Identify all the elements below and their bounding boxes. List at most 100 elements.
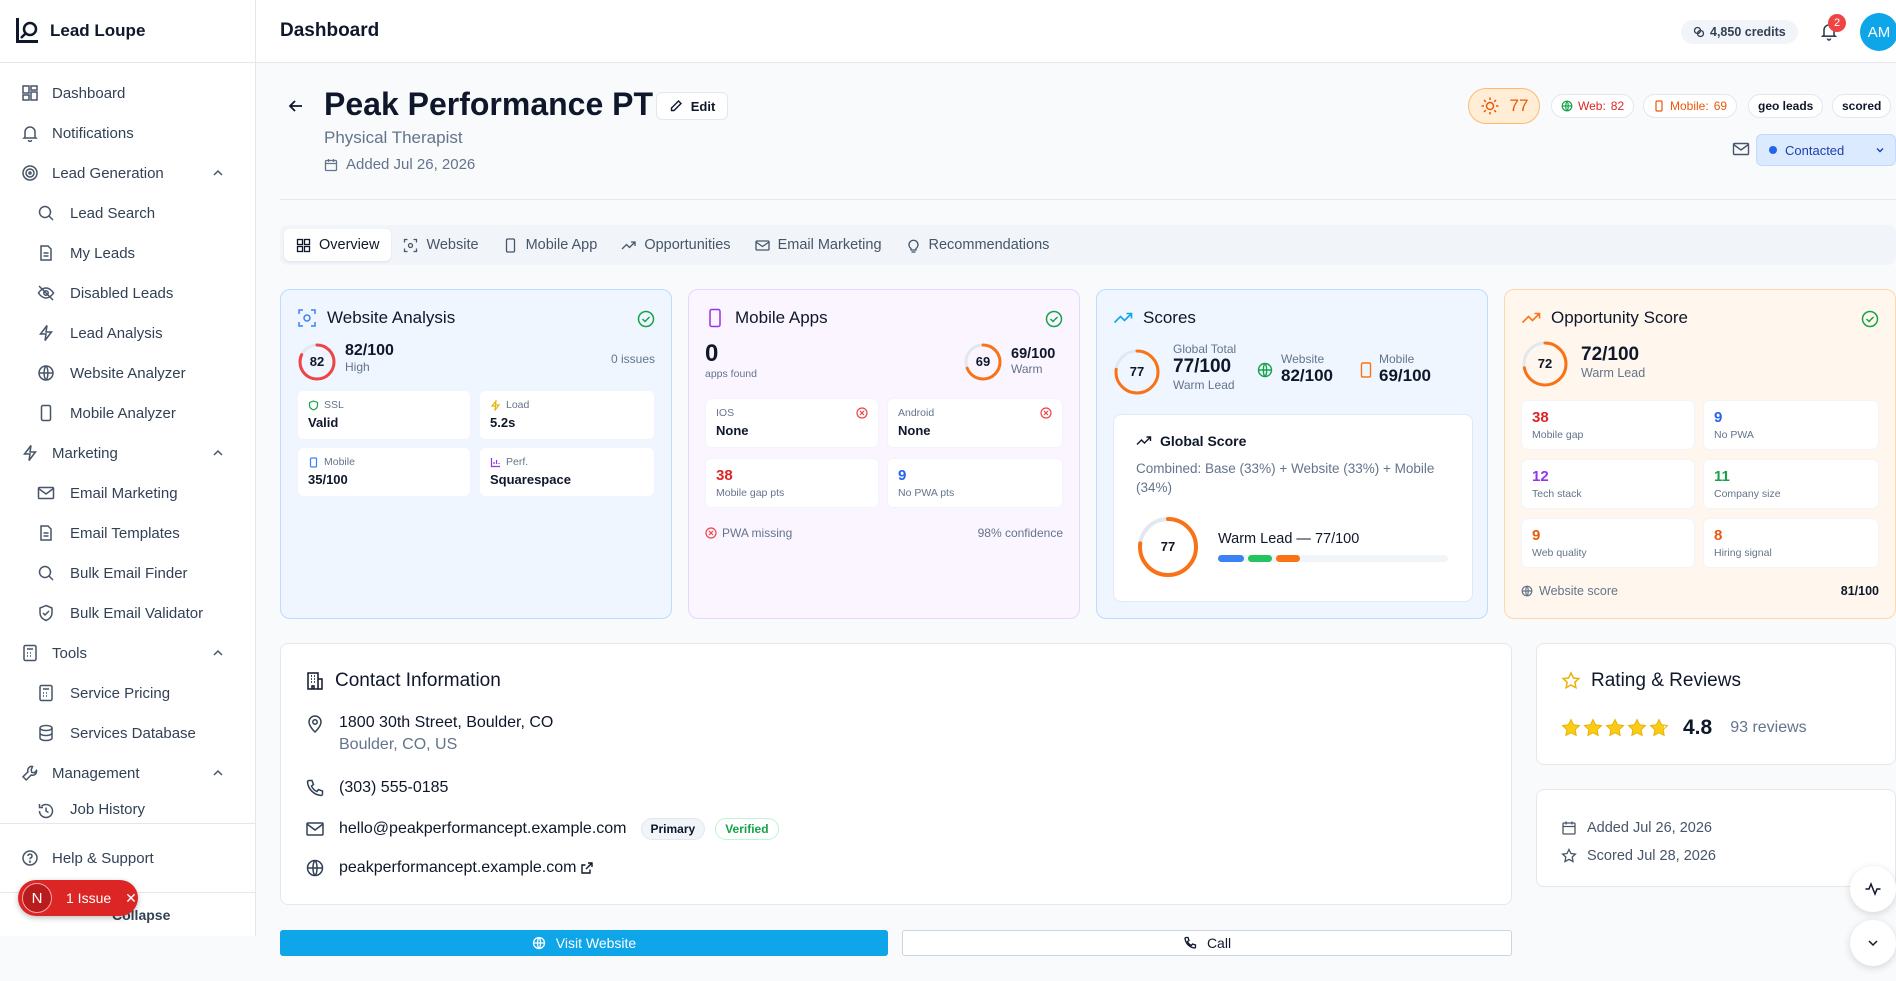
check-circle-icon <box>1045 310 1063 328</box>
smartphone-icon <box>1655 100 1663 112</box>
website-score-text-group: 82/100 High <box>345 342 394 374</box>
bell-icon <box>20 123 40 143</box>
card-header: Mobile Apps <box>705 308 1063 328</box>
user-avatar[interactable]: AM <box>1860 13 1896 51</box>
tab-label: Opportunities <box>644 237 731 253</box>
stat-label: No PWA pts <box>898 487 955 499</box>
sidebar-item-dashboard[interactable]: Dashboard <box>0 73 255 113</box>
trending-up-icon <box>1521 312 1541 324</box>
sidebar-item-email-marketing[interactable]: Email Marketing <box>0 473 255 513</box>
contact-phone[interactable]: (303) 555-0185 <box>305 778 448 798</box>
mail-icon <box>306 822 324 836</box>
mobile-score-tag: Mobile: 69 <box>1643 94 1738 118</box>
sidebar-item-label: Bulk Email Finder <box>70 564 188 582</box>
sidebar-item-disabled-leads[interactable]: Disabled Leads <box>0 273 255 313</box>
sidebar-item-services-database[interactable]: Services Database <box>0 713 255 753</box>
stat-value: 38 <box>1532 409 1549 426</box>
tab-mobile-app[interactable]: Mobile App <box>491 229 610 261</box>
sidebar-item-service-pricing[interactable]: Service Pricing <box>0 673 255 713</box>
issue-badge[interactable]: N 1 Issue ✕ <box>18 880 138 916</box>
opportunity-score-group: 72/100 Warm Lead <box>1581 344 1645 380</box>
contact-website[interactable]: peakperformancept.example.com <box>305 858 594 878</box>
opp-stat-no-pwa: 9 No PWA <box>1703 400 1879 450</box>
chevron-up-icon[interactable] <box>211 166 225 180</box>
sidebar-item-label: Management <box>52 764 140 782</box>
email-address: hello@peakperformancept.example.com <box>339 820 627 837</box>
sidebar-nav: Dashboard Notifications Lead Generation … <box>0 63 255 821</box>
mail-icon[interactable] <box>1732 140 1750 158</box>
mail-icon <box>36 483 56 503</box>
sidebar-item-notifications[interactable]: Notifications <box>0 113 255 153</box>
website-score-value: 81/100 <box>1840 584 1879 598</box>
sidebar-item-lead-search[interactable]: Lead Search <box>0 193 255 233</box>
sidebar-item-email-templates[interactable]: Email Templates <box>0 513 255 553</box>
stat-value: 12 <box>1532 468 1549 485</box>
sidebar-item-marketing[interactable]: Marketing <box>0 433 255 473</box>
tab-email-marketing[interactable]: Email Marketing <box>743 229 894 261</box>
sidebar-item-lead-analysis[interactable]: Lead Analysis <box>0 313 255 353</box>
tab-recommendations[interactable]: Recommendations <box>894 229 1062 261</box>
global-total-label: Global Total <box>1173 342 1237 356</box>
external-link-icon[interactable] <box>580 861 594 875</box>
tab-website[interactable]: Website <box>391 229 490 261</box>
email-verified-badge: Verified <box>715 818 779 840</box>
stat-value: 9 <box>898 467 907 484</box>
metric-value: Valid <box>308 415 339 430</box>
website-label: Website <box>1281 352 1325 366</box>
status-dot <box>1769 146 1777 154</box>
sidebar-item-tools[interactable]: Tools <box>0 633 255 673</box>
contact-header: Contact Information <box>305 670 1487 692</box>
sidebar-item-bulk-email-validator[interactable]: Bulk Email Validator <box>0 593 255 633</box>
lightning-icon <box>36 323 56 343</box>
sidebar-item-lead-generation[interactable]: Lead Generation <box>0 153 255 193</box>
app-name: Lead Loupe <box>50 21 146 40</box>
sidebar-item-job-history[interactable]: Job History <box>0 793 255 821</box>
stat-value: 9 <box>1714 409 1723 426</box>
rating-reviews-card: Rating & Reviews 4.8 93 reviews <box>1536 643 1896 765</box>
sidebar-item-my-leads[interactable]: My Leads <box>0 233 255 273</box>
rating-count: 93 reviews <box>1730 719 1807 736</box>
brand[interactable]: Lead Loupe <box>0 0 255 63</box>
website-link[interactable]: peakperformancept.example.com <box>339 859 577 876</box>
status-select[interactable]: Contacted <box>1756 134 1896 166</box>
issue-label: 1 Issue <box>66 890 112 906</box>
tab-label: Email Marketing <box>777 237 882 253</box>
scroll-float-button[interactable] <box>1850 920 1896 966</box>
lead-added-date: Added Jul 26, 2026 <box>324 156 475 173</box>
website-score-ring <box>298 343 336 381</box>
sidebar-item-help[interactable]: Help & Support <box>0 838 256 878</box>
tab-opportunities[interactable]: Opportunities <box>609 229 742 261</box>
star-filled-icon <box>1605 718 1625 737</box>
sidebar-item-bulk-email-finder[interactable]: Bulk Email Finder <box>0 553 255 593</box>
smartphone-icon <box>309 456 318 468</box>
sidebar-item-management[interactable]: Management <box>0 753 255 793</box>
scores-card: Scores 77 Global Total 77/100 Warm Lead … <box>1096 289 1488 619</box>
chevron-up-icon[interactable] <box>211 646 225 660</box>
chevron-up-icon[interactable] <box>211 766 225 780</box>
platform-label: Android <box>898 407 935 419</box>
chevron-up-icon[interactable] <box>211 446 225 460</box>
sidebar-item-mobile-analyzer[interactable]: Mobile Analyzer <box>0 393 255 433</box>
visit-website-button[interactable]: Visit Website <box>280 930 888 956</box>
sidebar-footer: Help & Support <box>0 823 256 878</box>
search-icon <box>36 203 56 223</box>
web-score-value: 82 <box>1610 99 1625 113</box>
website-score-group: Website 82/100 <box>1281 352 1333 386</box>
sidebar-item-website-analyzer[interactable]: Website Analyzer <box>0 353 255 393</box>
address-city: Boulder, CO, US <box>339 736 458 753</box>
credits-badge[interactable]: 4,850 credits <box>1681 20 1798 44</box>
document-icon <box>36 523 56 543</box>
metric-label-row: Load <box>490 399 644 411</box>
back-arrow-icon[interactable] <box>286 96 306 116</box>
close-icon[interactable]: ✕ <box>125 889 137 906</box>
platform-label-row: IOS <box>716 407 868 419</box>
stat-label: Mobile gap pts <box>716 487 785 499</box>
calendar-icon <box>1562 821 1576 835</box>
map-pin-icon <box>308 715 322 734</box>
activity-float-button[interactable] <box>1850 866 1896 912</box>
call-button[interactable]: Call <box>902 930 1512 956</box>
tab-overview[interactable]: Overview <box>284 229 392 261</box>
building-icon <box>307 672 323 690</box>
edit-button[interactable]: Edit <box>656 92 728 120</box>
contact-email[interactable]: hello@peakperformancept.example.com Prim… <box>305 818 779 840</box>
